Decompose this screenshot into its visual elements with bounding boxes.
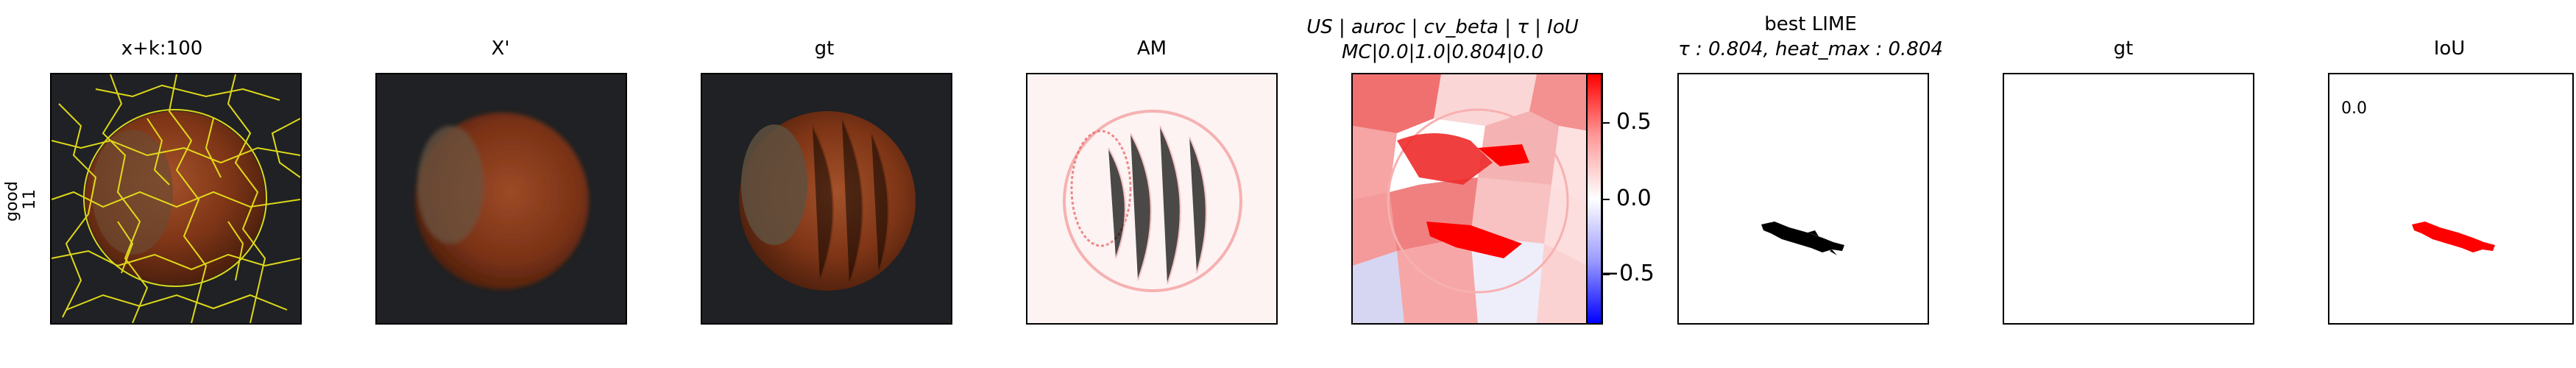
panel-title-reconstruction: X' bbox=[491, 38, 510, 60]
colorbar-tick-mark-top bbox=[1602, 122, 1610, 124]
panel-title-best-lime-line2: τ : 0.804, heat_max : 0.804 bbox=[1678, 38, 1943, 60]
reconstruction-image-panel bbox=[375, 73, 627, 325]
iou-panel: 0.0 bbox=[2328, 73, 2574, 325]
ground-truth-mask-panel bbox=[2003, 73, 2254, 325]
panel-title-metrics-line2: MC|0.0|1.0|0.804|0.0 bbox=[1341, 41, 1544, 63]
lime-heatmap-panel bbox=[1351, 73, 1603, 325]
colorbar bbox=[1586, 73, 1602, 325]
superpixel-image-panel bbox=[50, 73, 302, 325]
row-label-index: 11 bbox=[21, 189, 39, 210]
row-label-good: good bbox=[3, 181, 21, 222]
iou-value: 0.0 bbox=[2341, 99, 2367, 118]
colorbar-tick-label-top: 0.5 bbox=[1616, 109, 1652, 135]
anomaly-map-panel bbox=[1026, 73, 1278, 325]
panel-title-gt-image: gt bbox=[814, 38, 835, 60]
best-lime-mask-panel bbox=[1677, 73, 1929, 325]
lime-mask-black bbox=[1761, 222, 1844, 252]
colorbar-tick-label-bottom: −0.5 bbox=[1601, 261, 1655, 286]
panel-title-gt-mask: gt bbox=[2113, 38, 2134, 60]
colorbar-tick-mark-bottom bbox=[1602, 274, 1610, 275]
panel-title-best-lime-line1: best LIME bbox=[1764, 13, 1857, 35]
panel-title-iou: IoU bbox=[2433, 38, 2466, 60]
colorbar-tick-mark-mid bbox=[1602, 199, 1610, 200]
panel-title-anomaly-map: AM bbox=[1136, 38, 1167, 60]
panel-title-metrics-line1: US | auroc | cv_beta | τ | IoU bbox=[1306, 16, 1579, 38]
iou-mask-red bbox=[2412, 222, 2495, 252]
ground-truth-image-panel bbox=[701, 73, 952, 325]
panel-title-superpixels: x+k:100 bbox=[121, 38, 203, 60]
colorbar-tick-label-mid: 0.0 bbox=[1616, 185, 1652, 211]
